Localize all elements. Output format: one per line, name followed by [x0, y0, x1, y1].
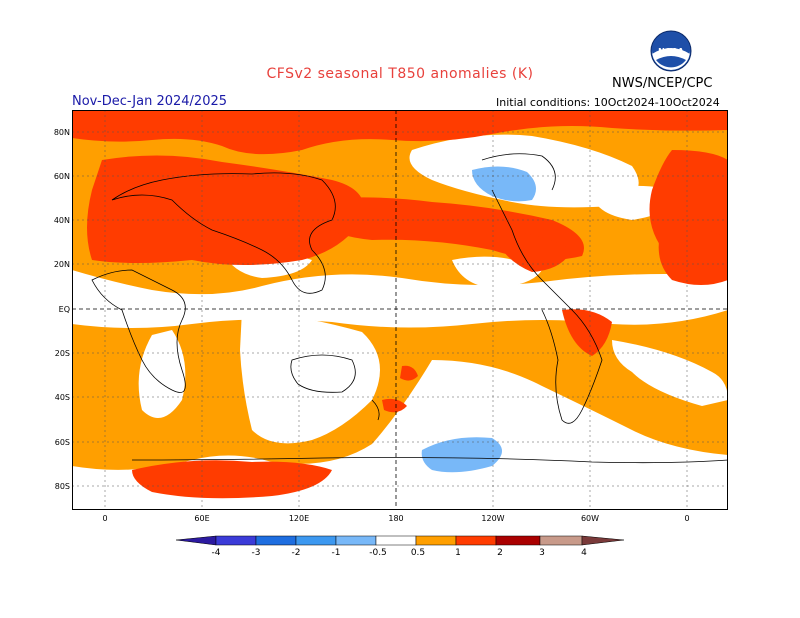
lon-label-60w: 60W	[580, 514, 600, 523]
legend-swatch-05-1	[415, 535, 457, 546]
lon-label-0-east: 0	[684, 514, 690, 523]
graticule	[72, 110, 728, 510]
logo-text: NOAA	[658, 47, 684, 56]
legend-tick: -2	[291, 548, 301, 558]
lat-label-40s: 40S	[54, 393, 70, 402]
legend-tick: 3	[539, 548, 545, 558]
legend-tick: 0.5	[410, 548, 426, 558]
legend-swatch-3-4	[539, 535, 583, 546]
legend-tick: -0.5	[369, 548, 387, 558]
legend-swatch-4-3	[215, 535, 257, 546]
lat-label-20n: 20N	[53, 260, 70, 269]
lat-label-eq: EQ	[58, 305, 70, 314]
lat-label-60s: 60S	[54, 438, 70, 447]
noaa-logo: NOAA	[650, 30, 692, 72]
map-title: CFSv2 seasonal T850 anomalies (K)	[266, 66, 534, 82]
legend-swatch-2-3	[495, 535, 541, 546]
legend-swatch-3-2	[255, 535, 297, 546]
lon-label-120w: 120W	[481, 514, 505, 523]
legend-swatch-1-2	[455, 535, 497, 546]
lat-label-20s: 20S	[54, 349, 70, 358]
period-label: Nov-Dec-Jan 2024/2025	[72, 94, 228, 109]
legend-tick: 1	[455, 548, 461, 558]
legend-tick: -1	[331, 548, 341, 558]
lat-label-80s: 80S	[54, 482, 70, 491]
lat-label-80n: 80N	[53, 128, 70, 137]
legend-swatch-above-4	[581, 535, 625, 546]
anomaly-field-strong-warm	[72, 110, 728, 499]
legend-tick: 4	[581, 548, 587, 558]
legend-swatch-neutral	[375, 535, 417, 546]
legend-tick: 2	[497, 548, 503, 558]
anomaly-field-cool	[421, 166, 536, 473]
agency-label: NWS/NCEP/CPC	[612, 76, 713, 91]
lon-label-60e: 60E	[194, 514, 210, 523]
legend-swatch-1-05	[335, 535, 377, 546]
legend-swatch-below-4	[175, 535, 217, 546]
legend-swatch-2-1	[295, 535, 337, 546]
lon-label-120e: 120E	[288, 514, 310, 523]
lon-label-0: 0	[102, 514, 108, 523]
lat-label-40n: 40N	[53, 216, 70, 225]
legend-tick: -3	[251, 548, 261, 558]
coastlines	[91, 153, 728, 464]
lon-label-180: 180	[388, 514, 404, 523]
legend-tick: -4	[211, 548, 221, 558]
lat-label-60n: 60N	[53, 172, 70, 181]
anomaly-map	[72, 110, 728, 510]
initial-conditions-label: Initial conditions: 10Oct2024-10Oct2024	[496, 96, 720, 109]
